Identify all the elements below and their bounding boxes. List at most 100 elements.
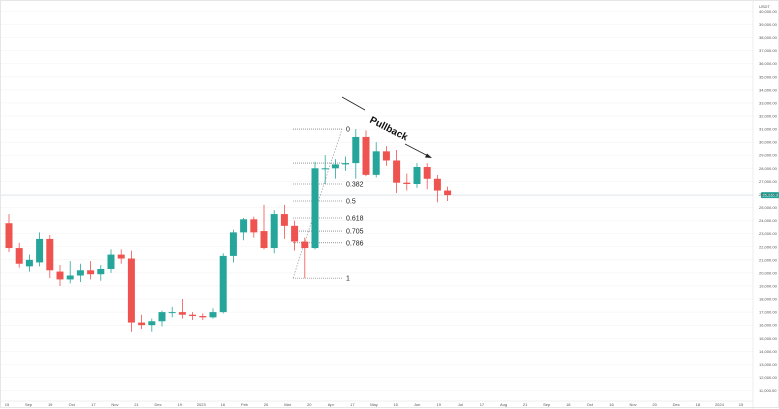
fib-level-label: 0.786 — [346, 240, 364, 247]
y-tick-label: 20,000.00 — [759, 270, 778, 275]
y-tick-label: 23,000.00 — [759, 231, 778, 236]
x-tick-label: May — [370, 402, 378, 407]
candle-body — [311, 168, 319, 249]
y-tick-label: 33,000.00 — [759, 100, 778, 105]
candle-body — [352, 136, 360, 164]
y-tick-label: 21,000.00 — [759, 257, 778, 262]
x-tick-label: Aug — [500, 402, 507, 407]
candle-body — [423, 167, 431, 179]
y-tick-label: 22,000.00 — [759, 244, 778, 249]
x-tick-label: Nov — [111, 402, 118, 407]
candle-body — [260, 231, 268, 249]
candle-body — [178, 312, 186, 315]
y-tick-label: 39,000.00 — [759, 22, 778, 27]
x-tick-label: 15 — [393, 402, 398, 407]
grid-layer — [1, 11, 753, 391]
candle-body — [66, 275, 74, 280]
pullback-arrow-segment — [404, 143, 431, 158]
candle-body — [331, 164, 339, 169]
x-tick-label: 2023 — [197, 402, 207, 407]
currency-label: USDT — [759, 4, 770, 9]
candle-body — [403, 182, 411, 185]
candle-body — [291, 225, 299, 242]
candle-body — [117, 254, 125, 259]
fib-level-label: 0.705 — [346, 229, 364, 236]
y-tick-label: 11,000.00 — [759, 388, 777, 393]
fib-level-label: 0.618 — [346, 215, 364, 222]
candle-body — [362, 136, 370, 175]
candle-body — [87, 270, 95, 275]
y-tick-label: 24,000.00 — [759, 218, 778, 223]
y-tick-label: 29,000.00 — [759, 153, 778, 158]
y-tick-label: 36,000.00 — [759, 61, 778, 66]
x-tick-label: 20 — [307, 402, 312, 407]
x-tick-label: Dec — [155, 402, 162, 407]
current-price-value: 25,950.0 — [763, 193, 779, 198]
x-tick-label: Dec — [673, 402, 680, 407]
x-tick-label: Nov — [629, 402, 636, 407]
candles-layer — [5, 129, 452, 332]
y-tick-label: 37,000.00 — [759, 48, 778, 53]
y-tick-label: 14,000.00 — [759, 349, 778, 354]
candle-body — [5, 223, 13, 249]
candle-body — [158, 312, 166, 322]
y-tick-label: 12,000.00 — [759, 375, 778, 380]
candle-body — [209, 312, 217, 318]
y-tick-label: 25,000.00 — [759, 205, 778, 210]
y-tick-label: 35,000.00 — [759, 74, 778, 79]
y-axis[interactable]: USDT 11,000.00 12,000.00 13,000.00 14,000.0… — [752, 1, 778, 409]
candle-body — [382, 151, 390, 161]
candle-body — [280, 214, 288, 226]
current-price-line-layer: 25,950.0 — [1, 192, 779, 199]
candle-body — [219, 255, 227, 313]
candle-body — [127, 258, 135, 323]
x-tick-label: 20 — [652, 402, 657, 407]
y-tick-label: 27,000.00 — [759, 179, 778, 184]
candle-body — [15, 248, 23, 264]
x-tick-label: 2024 — [715, 402, 725, 407]
fib-level-label: 0.382 — [346, 182, 364, 189]
y-tick-label: 26,000.00 — [759, 192, 778, 197]
x-tick-label: 20 — [264, 402, 269, 407]
y-tick-label: 38,000.00 — [759, 35, 778, 40]
fib-level-label: 0 — [346, 127, 350, 134]
fib-level-label: 1 — [346, 276, 350, 283]
candle-body — [25, 259, 33, 267]
y-tick-label: 31,000.00 — [759, 127, 778, 132]
x-tick-label: 21 — [134, 402, 139, 407]
x-tick-label: Sep — [25, 402, 33, 407]
candle-body — [36, 238, 44, 263]
candle-body — [76, 270, 84, 276]
x-tick-label: 17 — [91, 402, 96, 407]
x-tick-label: Mar — [284, 402, 292, 407]
y-tick-label: 19,000.00 — [759, 283, 778, 288]
fib-level-label: 0.5 — [346, 199, 356, 206]
x-tick-label: 19 — [177, 402, 182, 407]
candle-body — [240, 219, 248, 233]
x-tick-label: 21 — [523, 402, 528, 407]
candle-body — [56, 271, 64, 280]
x-tick-label: Jul — [458, 402, 463, 407]
candle-body — [444, 190, 452, 196]
candle-body — [46, 238, 54, 271]
candle-body — [342, 163, 350, 165]
x-axis[interactable]: 15 Sep 19 Oct 17 Nov 21 Dec 19 2023 16 Feb 20 Mar 20 Ap… — [1, 400, 753, 407]
x-tick-label: Feb — [241, 402, 249, 407]
x-tick-label: 16 — [221, 402, 226, 407]
x-tick-label: 19 — [437, 402, 442, 407]
x-tick-label: 17 — [350, 402, 355, 407]
x-tick-label: 17 — [480, 402, 485, 407]
candle-body — [107, 254, 115, 269]
y-tick-label: 30,000.00 — [759, 140, 778, 145]
y-tick-label: 16,000.00 — [759, 323, 778, 328]
y-tick-label: 18,000.00 — [759, 297, 778, 302]
candle-body — [250, 219, 258, 233]
current-price-tag — [761, 192, 779, 199]
y-tick-label: 40,000.00 — [759, 9, 778, 14]
candle-body — [97, 268, 105, 275]
candle-body — [229, 232, 237, 256]
y-tick-label: 15,000.00 — [759, 336, 778, 341]
candle-body — [148, 321, 156, 326]
